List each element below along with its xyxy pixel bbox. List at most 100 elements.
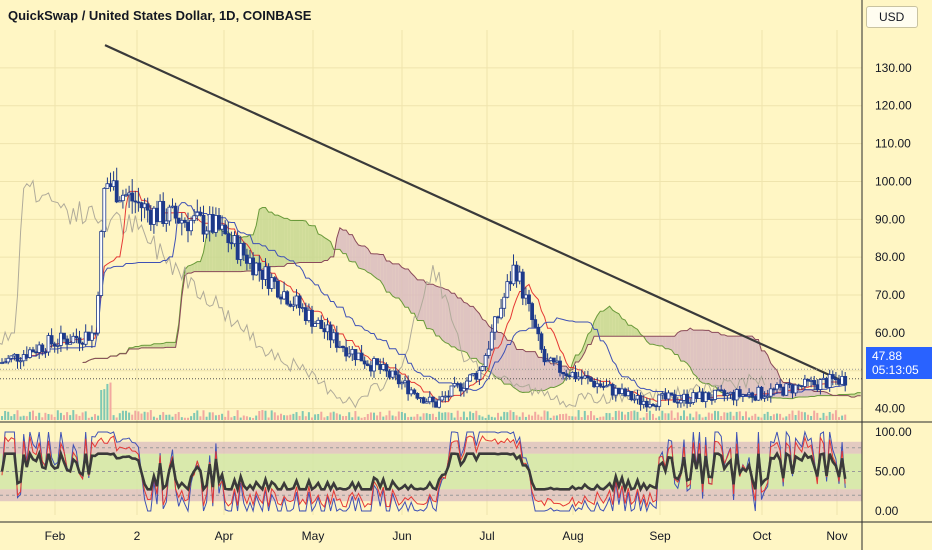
candle-body <box>114 180 119 203</box>
cloud-segment <box>364 245 368 273</box>
candle-body <box>595 383 600 388</box>
volume-bar <box>140 413 143 420</box>
volume-bar <box>354 411 357 420</box>
currency-selector[interactable]: USD <box>866 6 918 28</box>
volume-bar <box>670 410 673 420</box>
candle-body <box>527 294 531 304</box>
cloud-segment <box>538 357 542 391</box>
candle-body <box>809 380 813 382</box>
volume-bar <box>841 415 844 420</box>
volume-bar <box>450 412 453 420</box>
volume-bar <box>22 415 25 420</box>
volume-bar <box>590 411 592 420</box>
cloud-segment <box>581 343 585 358</box>
volume-bar <box>621 411 623 420</box>
cloud-segment <box>680 330 684 362</box>
candle-body <box>409 389 414 395</box>
candle-body <box>576 376 581 380</box>
cloud-segment <box>684 330 688 364</box>
candle-body <box>368 365 373 372</box>
volume-bar <box>410 416 413 420</box>
y-tick-label: 40.00 <box>875 402 905 416</box>
cloud-segment <box>284 218 288 267</box>
cloud-segment <box>436 285 440 336</box>
cloud-segment <box>603 308 607 337</box>
volume-bar <box>819 417 822 420</box>
cloud-segment <box>501 332 505 385</box>
volume-bar <box>128 412 131 420</box>
candle-body <box>192 215 197 221</box>
ichimoku-cloud <box>82 207 861 399</box>
volume-bar <box>596 417 599 420</box>
cloud-segment <box>677 330 681 362</box>
volume-bar <box>187 417 189 420</box>
cloud-segment <box>773 367 777 398</box>
volume-bar <box>273 412 276 420</box>
candle-body <box>86 331 91 341</box>
candle-body <box>799 385 804 388</box>
cloud-segment <box>389 260 393 297</box>
candle-body <box>34 351 38 354</box>
volume-bar <box>605 412 608 420</box>
cloud-segment <box>615 312 619 337</box>
volume-bar <box>720 416 723 420</box>
cloud-segment <box>212 227 216 272</box>
candle-body <box>675 401 680 404</box>
candle-body <box>768 388 773 397</box>
cloud-segment <box>572 355 576 370</box>
candle-body <box>117 200 122 203</box>
candle-body <box>173 205 178 219</box>
volume-bar <box>633 410 636 420</box>
candle-body <box>127 192 131 196</box>
volume-bar <box>335 413 338 420</box>
cloud-segment <box>618 313 622 337</box>
candle-body <box>186 222 190 232</box>
volume-bar <box>555 415 558 420</box>
candle-body <box>328 324 333 341</box>
candle-body <box>139 202 144 209</box>
candle-body <box>784 383 789 396</box>
volume-bar <box>314 414 317 420</box>
cloud-segment <box>690 328 694 374</box>
candle-body <box>272 277 277 282</box>
cloud-segment <box>550 363 554 388</box>
volume-bar <box>695 411 698 420</box>
candle-body <box>403 380 407 384</box>
volume-bar <box>177 412 180 420</box>
candle-body <box>427 396 432 403</box>
cloud-segment <box>426 284 430 329</box>
candle-body <box>713 389 717 400</box>
volume-bar <box>183 417 186 420</box>
volume-bar <box>627 411 630 420</box>
candle-body <box>207 214 212 232</box>
volume-bar <box>788 413 791 420</box>
volume-bar <box>791 410 794 420</box>
cloud-segment <box>293 220 297 264</box>
candle-body <box>545 360 550 363</box>
volume-bar <box>38 412 41 420</box>
cloud-segment <box>352 234 356 262</box>
cloud-segment <box>420 279 424 321</box>
volume-bar <box>283 415 286 420</box>
volume-bar <box>146 412 149 420</box>
candle-body <box>263 266 268 280</box>
y-tick-label: 80.00 <box>875 250 905 264</box>
candle-body <box>728 391 733 395</box>
volume-bar <box>652 413 654 420</box>
cloud-segment <box>315 225 319 263</box>
volume-bar <box>614 410 617 420</box>
candle-body <box>539 333 544 350</box>
candle-body <box>297 295 302 309</box>
volume-bar <box>289 414 292 420</box>
candle-body <box>96 295 100 334</box>
volume-bar <box>50 414 53 420</box>
candle-body <box>641 400 646 405</box>
candle-body <box>477 370 482 380</box>
volume-bar <box>565 413 568 420</box>
candle-body <box>710 398 714 401</box>
volume-bar <box>630 411 633 420</box>
cloud-segment <box>411 273 415 314</box>
candle-body <box>182 219 187 223</box>
cloud-segment <box>525 351 529 393</box>
cloud-segment <box>749 336 753 398</box>
